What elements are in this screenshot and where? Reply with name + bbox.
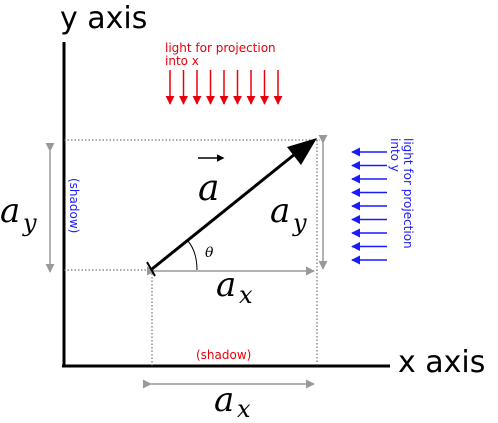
ax-upper-base: a — [216, 265, 236, 305]
vector-a-label: a — [198, 168, 219, 209]
red-light-arrows — [165, 70, 283, 105]
light-y-label-line2: into y — [388, 138, 402, 172]
ax-upper-label: a x — [216, 265, 253, 309]
ay-left-sub: y — [22, 209, 37, 237]
shadow-x-label: (shadow) — [196, 348, 251, 362]
light-x-label-line2: into x — [165, 54, 199, 68]
ay-right-base: a — [270, 191, 290, 231]
ay-right-sub: y — [292, 209, 307, 237]
vector-a-line — [151, 148, 301, 271]
blue-light-arrows — [351, 147, 387, 265]
ax-lower-sub: x — [237, 395, 251, 418]
vector-a-arrowhead — [287, 138, 317, 165]
x-axis-label: x axis — [398, 345, 485, 380]
ay-right-label: a y — [270, 191, 307, 237]
y-axis-label: y axis — [60, 1, 147, 36]
ax-upper-sub: x — [239, 281, 253, 309]
theta-arc — [187, 240, 198, 271]
ay-left-base: a — [0, 191, 20, 231]
dotted-guides — [64, 139, 320, 366]
light-x-label-line1: light for projection — [165, 41, 276, 55]
shadow-y-label: (shadow) — [67, 178, 81, 233]
ay-left-label: a y — [0, 191, 37, 237]
ax-lower-label: a x — [214, 380, 251, 423]
vector-tail-tick — [146, 261, 156, 277]
light-y-label-line1: light for projection — [401, 138, 415, 249]
ax-lower-base: a — [214, 380, 234, 418]
theta-label: θ — [205, 245, 214, 261]
